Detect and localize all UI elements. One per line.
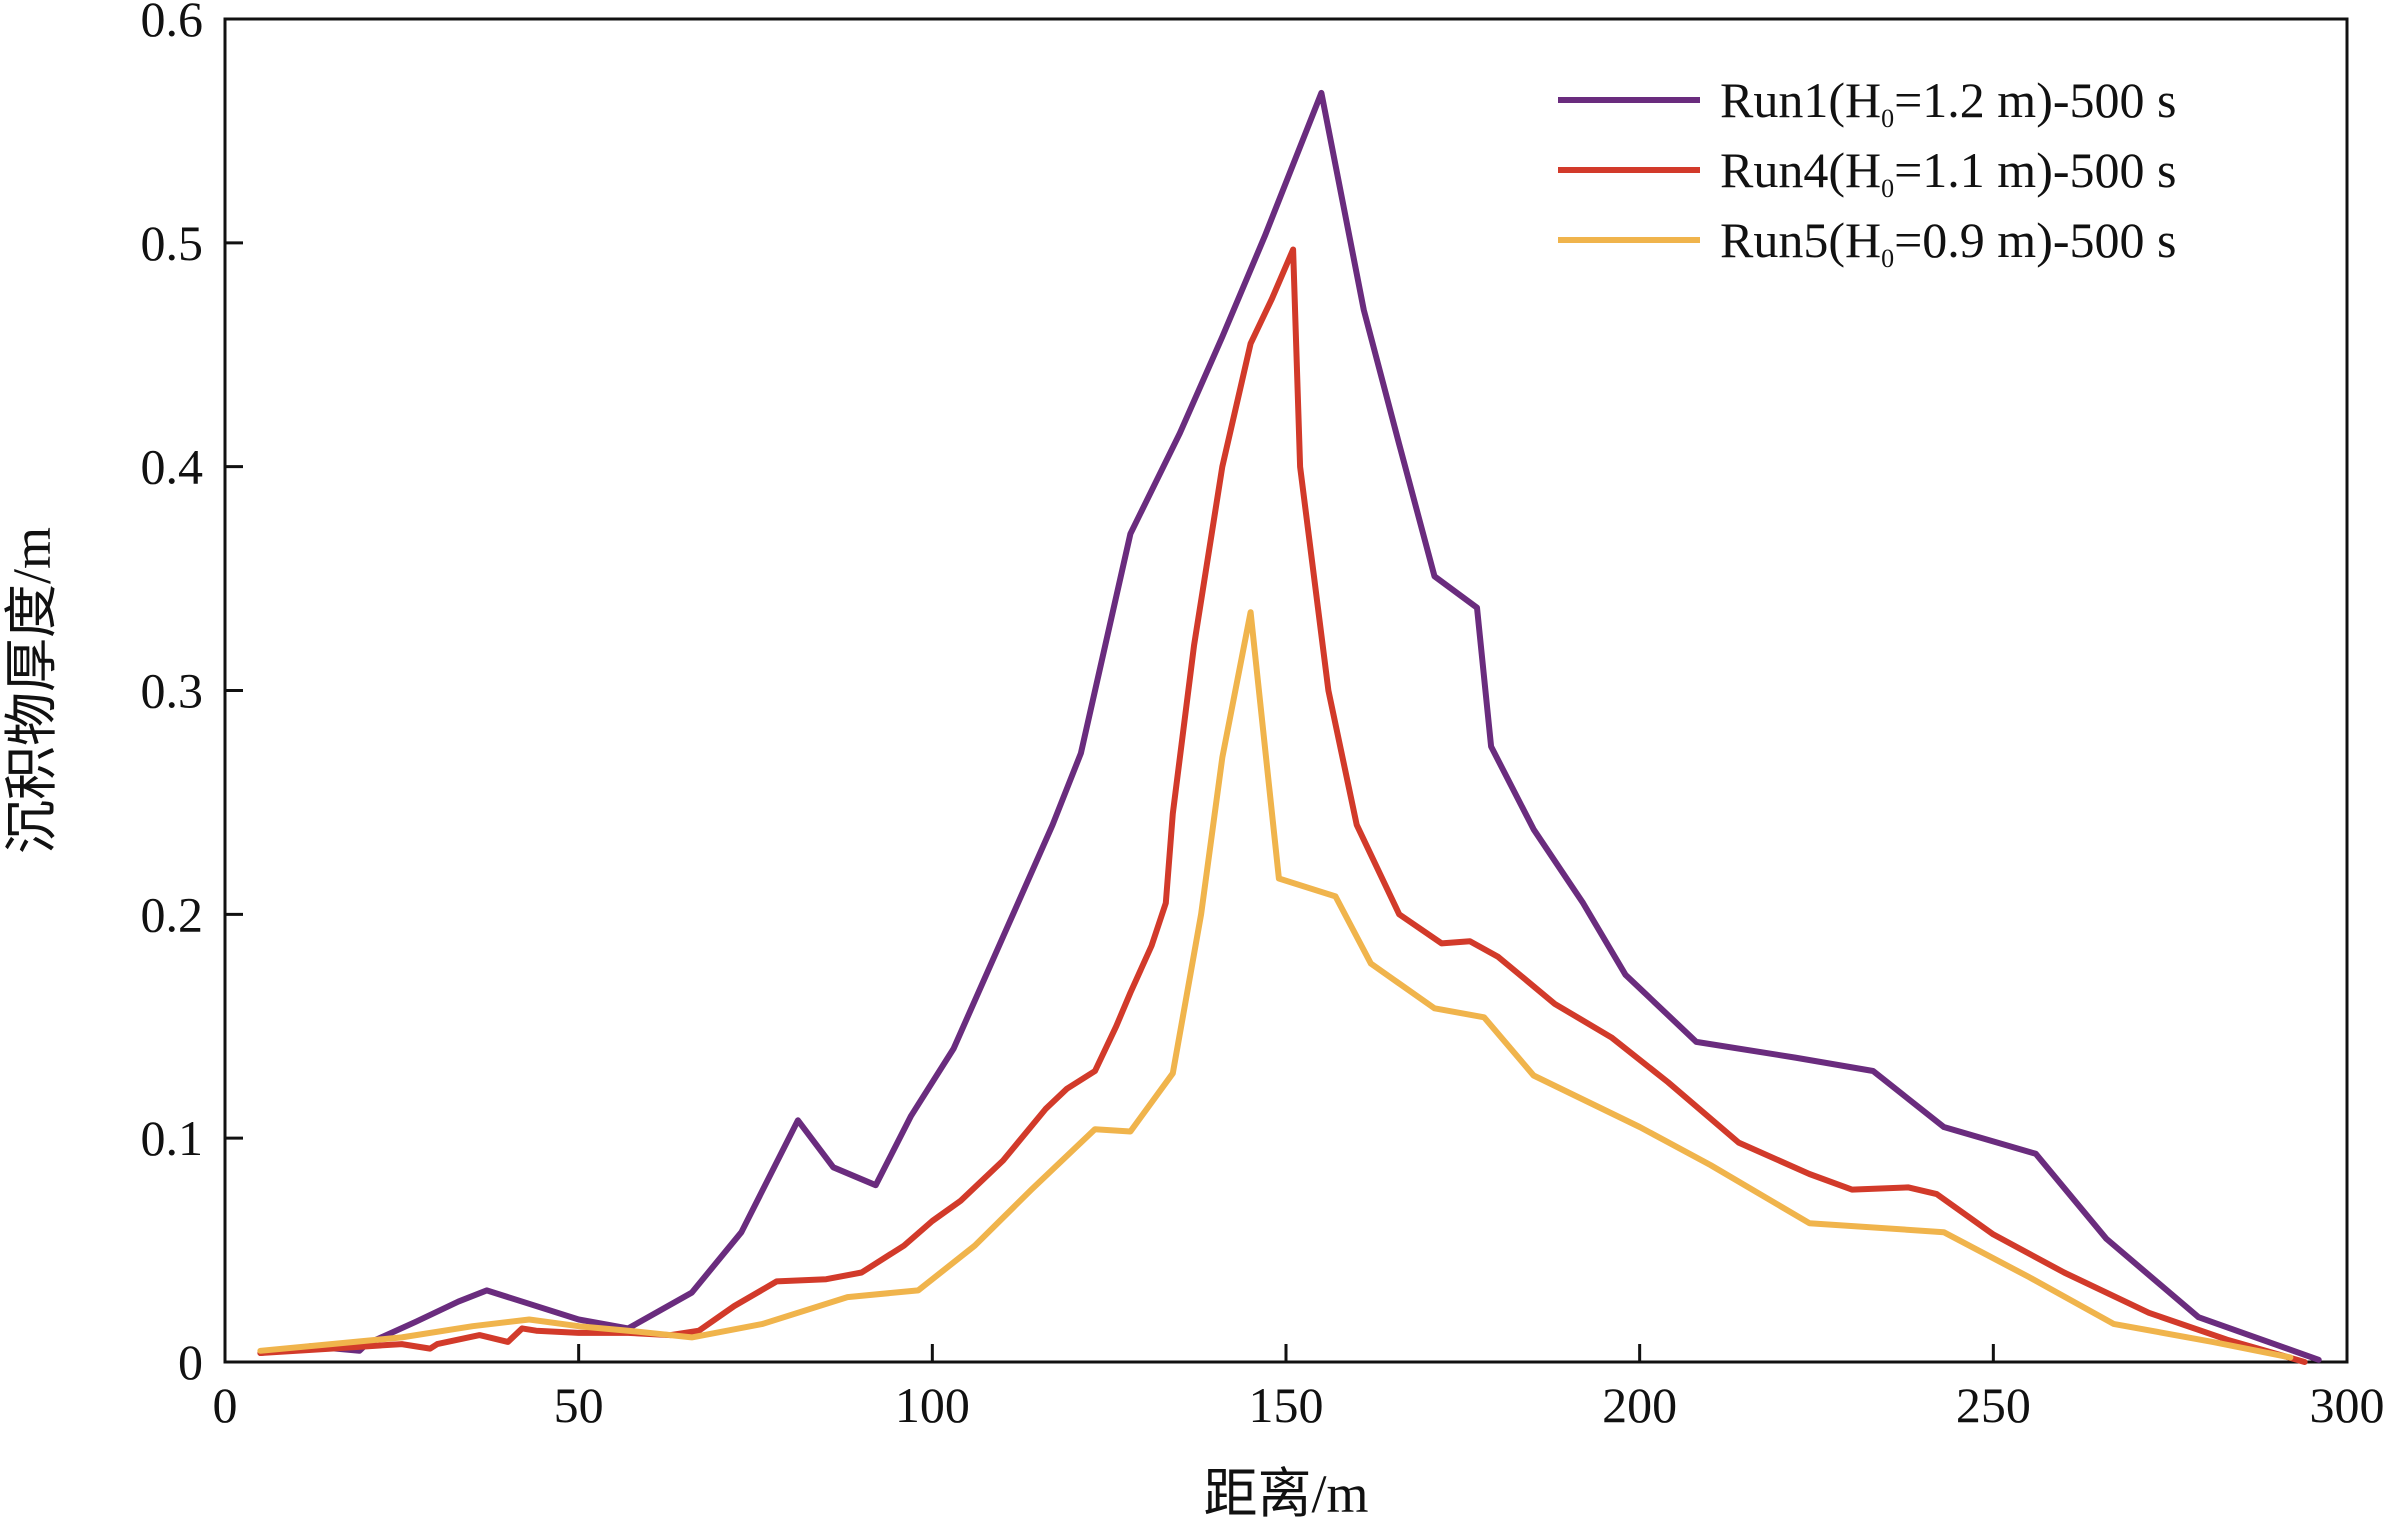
x-tick-label: 50 xyxy=(554,1377,604,1433)
y-tick-label: 0.2 xyxy=(141,886,204,942)
x-axis-title: 距离/m xyxy=(1203,1464,1368,1524)
y-tick-label: 0.6 xyxy=(141,0,204,47)
y-tick-label: 0.4 xyxy=(141,439,204,495)
legend-label: Run5(H0=0.9 m)-500 s xyxy=(1720,212,2176,273)
series-layer xyxy=(257,89,2322,1365)
x-tick-label: 100 xyxy=(895,1377,970,1433)
legend: Run1(H0=1.2 m)-500 s Run4(H0=1.1 m)-500 s… xyxy=(1558,72,2176,273)
x-tick-label: 150 xyxy=(1249,1377,1324,1433)
y-tick-label: 0.3 xyxy=(141,663,204,719)
y-tick-label: 0.5 xyxy=(141,215,204,271)
x-tick-label: 250 xyxy=(1956,1377,2031,1433)
legend-label: Run1(H0=1.2 m)-500 s xyxy=(1720,72,2176,133)
x-tick-label: 0 xyxy=(213,1377,238,1433)
series-line-run1 xyxy=(257,89,2322,1363)
series-line-run5 xyxy=(257,609,2294,1361)
y-tick-label: 0 xyxy=(178,1334,203,1390)
y-axis: 0 0.1 0.2 0.3 0.4 0.5 0.6 xyxy=(141,0,243,1390)
legend-label: Run4(H0=1.1 m)-500 s xyxy=(1720,142,2176,203)
x-tick-label: 200 xyxy=(1602,1377,1677,1433)
y-tick-label: 0.1 xyxy=(141,1110,204,1166)
x-tick-label: 300 xyxy=(2310,1377,2385,1433)
y-axis-title: 沉积物厚度/m xyxy=(2,527,62,854)
x-axis: 0 50 100 150 200 250 300 xyxy=(213,1344,2385,1433)
series-line-run4 xyxy=(257,246,2308,1365)
